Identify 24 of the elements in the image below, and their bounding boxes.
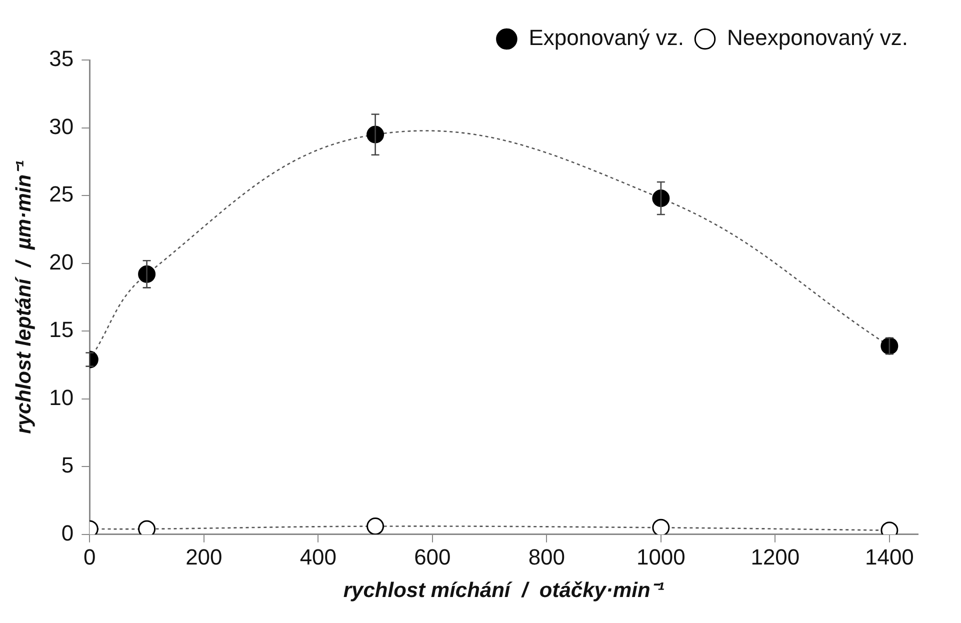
x-tick-label: 1400 (864, 544, 914, 570)
point (366, 518, 384, 534)
y-tick-label: 25 (49, 182, 74, 207)
x-tick-label: 1200 (750, 544, 800, 570)
y-tick-label: 35 (49, 46, 74, 72)
y-tick-label: 15 (49, 317, 74, 342)
y-tick-label: 20 (49, 249, 74, 274)
x-tick-label: 200 (186, 544, 222, 570)
y-tick-label: 5 (61, 452, 74, 478)
legend-label: Exponovaný vz. (528, 25, 684, 50)
point (652, 518, 670, 534)
y-tick-label: 0 (61, 520, 74, 546)
point (880, 337, 898, 355)
x-axis-title: rychlost míchání / otáčky·min⁻¹ (343, 579, 664, 602)
point (652, 190, 670, 208)
x-tick-label: 800 (528, 544, 566, 570)
x-tick-label: 600 (414, 544, 451, 570)
x-tick-label: 400 (300, 544, 337, 570)
legend-label: Neexponovaný vz. (727, 25, 908, 50)
x-tick-label: 0 (84, 544, 96, 570)
x-tick-label: 1000 (636, 544, 686, 570)
y-axis-title: rychlost leptání / µm·min⁻¹ (12, 160, 36, 434)
y-tick-label: 10 (49, 384, 74, 410)
y-tick-label: 30 (49, 114, 74, 139)
